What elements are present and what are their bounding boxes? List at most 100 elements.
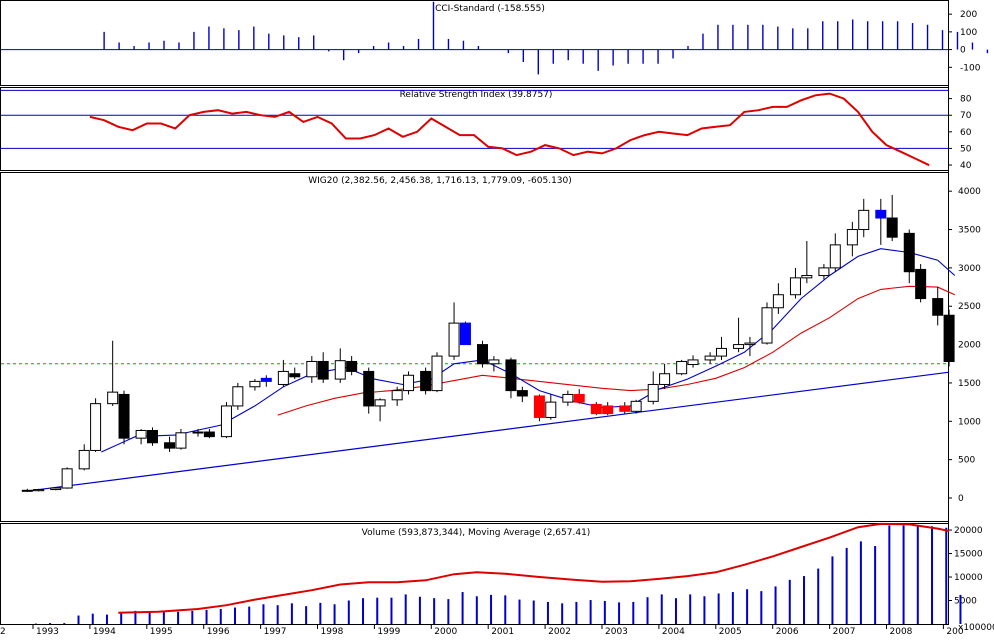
- rsi-tick-label: 70: [960, 111, 972, 121]
- candle-body: [516, 390, 528, 397]
- price-tick-label: 3500: [958, 226, 981, 236]
- x-axis-year-label: 1998: [321, 627, 344, 637]
- candle-body: [943, 314, 955, 363]
- candle-body: [146, 429, 158, 444]
- candle-body: [477, 344, 489, 365]
- cci-tick-label: 0: [960, 46, 966, 56]
- cci-tick-label: 100: [960, 28, 977, 38]
- candle-body: [374, 399, 386, 407]
- candle-body: [789, 277, 801, 296]
- price-tick-label: 1000: [958, 417, 981, 427]
- candle-body: [915, 268, 927, 300]
- candle-body: [858, 209, 870, 231]
- price-moving-average-blue: [101, 248, 956, 453]
- price-tick-label: 2000: [958, 341, 981, 351]
- candle-body: [391, 390, 403, 401]
- candle-body: [733, 344, 745, 349]
- x-axis-year-label: 1995: [150, 627, 173, 637]
- x-axis-year-label: 2006: [776, 627, 799, 637]
- candle-body: [334, 360, 346, 380]
- price-title: WIG20 (2,382.56, 2,456.38, 1,716.13, 1,7…: [308, 176, 572, 186]
- x-axis-year-label: 1996: [207, 627, 230, 637]
- candle-body: [801, 275, 813, 279]
- candle-body: [118, 393, 130, 439]
- x-axis-year-label: 2004: [662, 627, 685, 637]
- candle-body: [260, 377, 272, 382]
- candle-body: [715, 347, 727, 357]
- candle-body: [289, 373, 301, 378]
- candle-body: [647, 383, 659, 402]
- x-axis-year-label: 2003: [605, 627, 628, 637]
- candle-body: [203, 431, 215, 438]
- price-tick-label: 2500: [958, 302, 981, 312]
- x-axis-year-label: 2002: [548, 627, 571, 637]
- candle-body: [249, 380, 261, 388]
- candle-body: [33, 489, 45, 492]
- candle-body: [135, 429, 147, 439]
- price-tick-label: 4000: [958, 187, 981, 197]
- candle-body: [306, 360, 318, 378]
- price-trendline: [27, 371, 950, 492]
- candle-body: [630, 400, 642, 412]
- x-axis-year-label: 2007: [833, 627, 856, 637]
- rsi-tick-label: 60: [960, 128, 972, 138]
- x-axis-year-label: 2008: [890, 627, 913, 637]
- candle-body: [78, 449, 90, 470]
- candle-body: [459, 322, 471, 346]
- candle-body: [590, 403, 602, 415]
- volume-moving-average: [118, 522, 950, 614]
- price-moving-average-red: [277, 285, 956, 416]
- candle-body: [21, 489, 33, 492]
- volume-tick-label: 5000: [954, 597, 977, 607]
- candle-body: [687, 359, 699, 366]
- candle-body: [505, 359, 517, 392]
- x-axis-year-label: 1999: [377, 627, 400, 637]
- x-axis-year-label: 2001: [491, 627, 514, 637]
- candle-body: [573, 393, 585, 403]
- candle-body: [562, 393, 574, 403]
- candle-body: [420, 370, 432, 392]
- candle-body: [761, 307, 773, 344]
- candle-body: [676, 360, 688, 375]
- volume-tick-label: 20000: [954, 526, 983, 536]
- rsi-tick-label: 50: [960, 144, 972, 154]
- candle-body: [488, 359, 500, 365]
- rsi-tick-label: 80: [960, 95, 972, 105]
- candle-body: [448, 322, 460, 357]
- x-axis-year-label: 200: [946, 627, 963, 637]
- candle-body: [107, 391, 119, 405]
- rsi-tick-label: 40: [960, 161, 972, 171]
- cci-title: CCI-Standard (-158.555): [435, 4, 545, 14]
- candle-body: [431, 355, 443, 392]
- candle-body: [659, 373, 671, 385]
- cci-tick-label: -100: [960, 63, 981, 73]
- cci-tick-label: 200: [960, 10, 977, 20]
- x-axis-year-label: 2000: [434, 627, 457, 637]
- candle-body: [363, 370, 375, 407]
- rsi-title: Relative Strength Index (39.8757): [400, 90, 553, 100]
- x-axis-year-label: 1993: [36, 627, 59, 637]
- x-axis-year-label: 1997: [264, 627, 287, 637]
- candle-body: [164, 442, 176, 449]
- volume-tick-label: 15000: [954, 550, 983, 560]
- x-axis-year-label: 1994: [93, 627, 116, 637]
- price-tick-label: 0: [958, 494, 964, 504]
- candle-body: [533, 395, 545, 418]
- candle-body: [875, 209, 887, 219]
- x-axis-year-label: 2005: [719, 627, 742, 637]
- candle-body: [403, 374, 415, 392]
- candle-body: [277, 370, 289, 385]
- volume-tick-label: 10000: [954, 573, 983, 583]
- candle-body: [818, 267, 830, 277]
- candle-body: [317, 360, 329, 380]
- candle-body: [744, 342, 756, 346]
- volume-unit-label: x100000: [958, 623, 994, 633]
- candle-body: [886, 217, 898, 238]
- candle-body: [602, 405, 614, 415]
- price-tick-label: 1500: [958, 379, 981, 389]
- candle-body: [903, 232, 915, 273]
- volume-title: Volume (593,873,344), Moving Average (2,…: [362, 528, 591, 538]
- x-axis-edge-label: 2: [0, 627, 6, 637]
